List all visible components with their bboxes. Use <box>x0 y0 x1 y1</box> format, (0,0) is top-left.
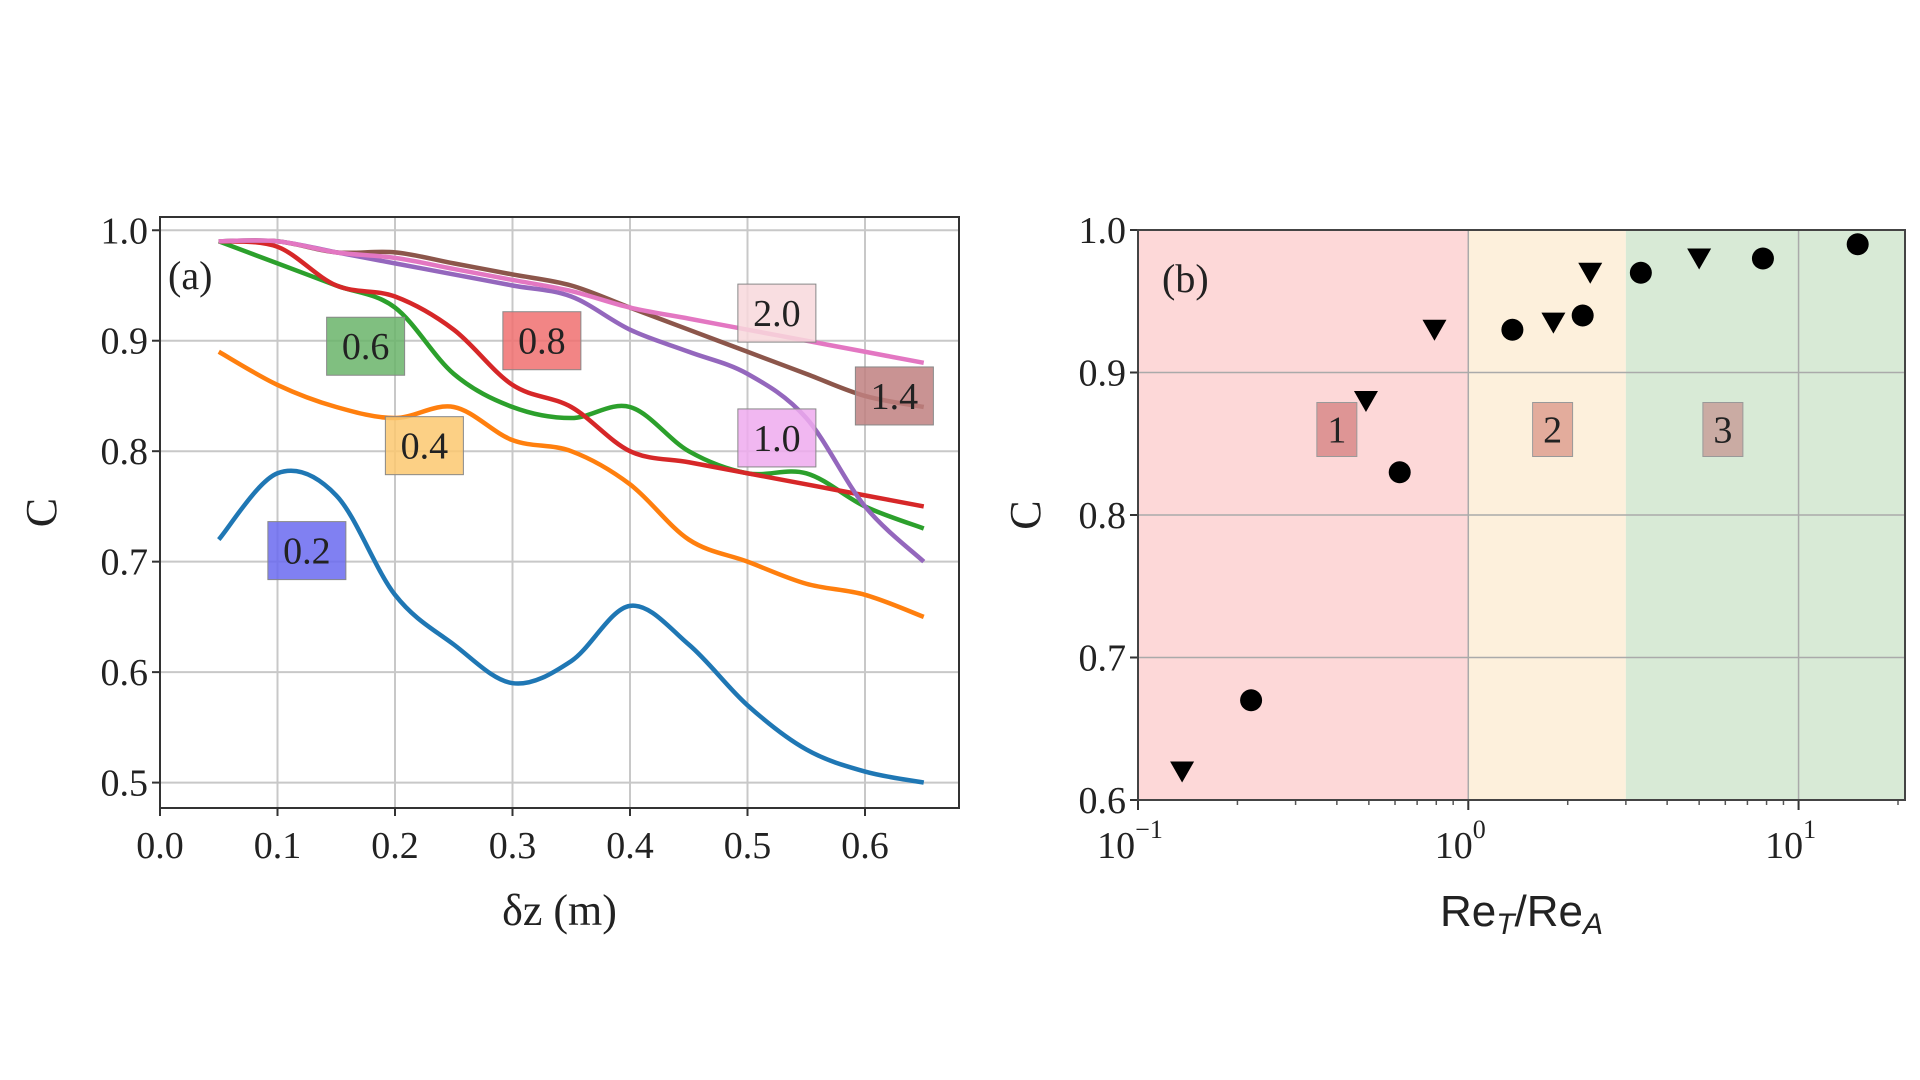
plot-area <box>160 217 959 808</box>
series-label: 0.8 <box>518 321 566 363</box>
tick-base: 10 <box>1765 825 1803 867</box>
y-tick-label: 0.8 <box>101 431 149 473</box>
data-point-triangle <box>1687 248 1712 270</box>
axes-frame <box>1137 229 1906 801</box>
tick-exponent: 1 <box>1803 815 1816 844</box>
y-tick-label: 0.9 <box>1079 353 1127 395</box>
data-point-circle <box>1501 318 1524 341</box>
data-point-circle <box>1240 689 1263 712</box>
series-label-box <box>326 316 406 376</box>
x-axis-label-part: T <box>1496 908 1517 941</box>
series-label: 1.4 <box>871 376 919 418</box>
region-label: 3 <box>1713 410 1732 452</box>
region-label-box <box>1532 402 1574 457</box>
series-label-box <box>854 366 934 426</box>
y-axis-label: C <box>1001 500 1050 529</box>
y-axis-label: C <box>17 498 66 527</box>
tick-base: 10 <box>1435 825 1473 867</box>
series-label-box <box>737 408 817 468</box>
data-point-circle <box>1388 461 1411 484</box>
x-axis-label: δz (m) <box>502 886 617 935</box>
x-tick-label: 0.0 <box>136 825 184 867</box>
y-tick-label: 0.7 <box>101 542 149 584</box>
data-point-triangle <box>1170 761 1195 783</box>
data-point-circle <box>1751 247 1774 270</box>
y-tick-label: 0.7 <box>1079 638 1127 680</box>
data-point-triangle <box>1353 391 1378 412</box>
x-axis-label-part: A <box>1581 908 1603 941</box>
x-tick-label: 0.2 <box>371 825 419 867</box>
region-label-box <box>1316 402 1358 457</box>
data-point-circle <box>1846 233 1869 256</box>
data-point-circle <box>1629 261 1652 284</box>
y-tick-label: 0.6 <box>101 652 149 694</box>
region-label: 2 <box>1543 410 1562 452</box>
data-point-triangle <box>1541 312 1566 334</box>
tick-exponent: 0 <box>1473 815 1486 844</box>
x-axis-label: ReT/ReA <box>1440 887 1603 941</box>
x-tick-label: 0.3 <box>489 825 537 867</box>
x-axis-label-part: Re <box>1440 887 1496 936</box>
x-tick-label: 101 <box>1765 815 1816 867</box>
y-tick-label: 1.0 <box>1079 210 1127 252</box>
series-label: 0.4 <box>401 426 449 468</box>
series-line-0-8 <box>218 239 925 509</box>
series-label: 1.0 <box>753 418 801 460</box>
panel-label: (a) <box>168 253 212 298</box>
x-tick-label: 10−1 <box>1097 815 1163 867</box>
series-label-box <box>502 311 582 371</box>
chart-panel-a: 0.0 0.1 0.2 0.3 0.4 0.5 0.6 0.5 0.6 0.7 0.8 0.9 1.0 0… <box>17 210 960 935</box>
series-line-0-2 <box>217 468 925 785</box>
series-label-box <box>267 521 347 581</box>
data-point-circle <box>1571 304 1594 327</box>
panel-label: (b) <box>1162 256 1209 301</box>
x-tick-label: 0.1 <box>254 825 302 867</box>
series-label: 2.0 <box>753 293 801 335</box>
series-label-box <box>384 416 464 476</box>
tick-base: 10 <box>1097 825 1135 867</box>
y-tick-label: 0.8 <box>1079 495 1127 537</box>
x-tick-label: 100 <box>1435 815 1486 867</box>
y-tick-label: 0.5 <box>101 763 149 805</box>
y-tick-label: 1.0 <box>101 210 149 252</box>
x-axis-label-part: /Re <box>1515 887 1583 936</box>
x-tick-label: 0.4 <box>606 825 654 867</box>
data-point-triangle <box>1578 262 1603 284</box>
region-label: 1 <box>1327 410 1346 452</box>
x-tick-label: 0.6 <box>841 825 889 867</box>
y-tick-label: 0.9 <box>101 321 149 363</box>
axes-frame <box>159 216 960 809</box>
y-tick-label: 0.6 <box>1079 780 1127 822</box>
series-label-box <box>737 283 817 343</box>
tick-exponent: −1 <box>1135 815 1163 844</box>
region-label-box <box>1702 402 1744 457</box>
series-line-0-4 <box>217 349 925 619</box>
x-tick-label: 0.5 <box>724 825 772 867</box>
data-point-triangle <box>1422 319 1447 341</box>
series-label: 0.6 <box>342 326 390 368</box>
series-label: 0.2 <box>283 531 331 573</box>
